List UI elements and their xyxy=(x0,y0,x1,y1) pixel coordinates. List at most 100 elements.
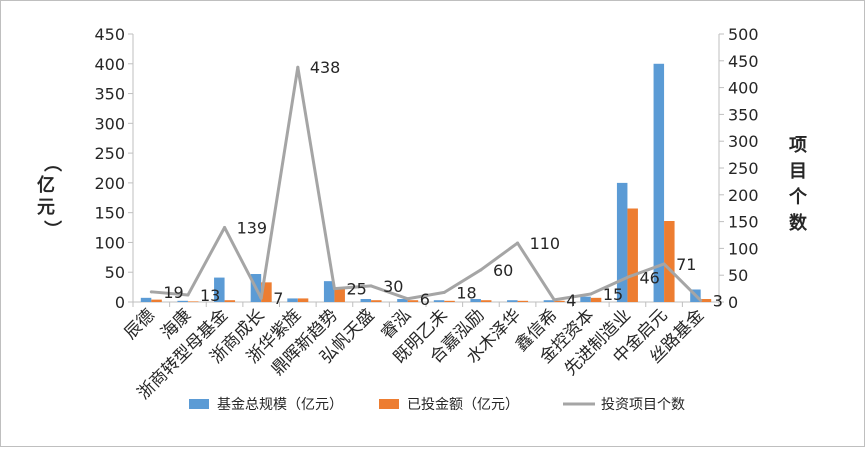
bar-invested xyxy=(554,300,565,302)
project-count-point xyxy=(589,292,593,296)
project-count-label: 7 xyxy=(273,289,283,308)
right-axis-tick-label: 350 xyxy=(728,105,759,124)
bar-invested xyxy=(297,298,309,302)
bars xyxy=(140,63,712,303)
project-count-point xyxy=(516,241,520,245)
project-count-label: 60 xyxy=(493,261,513,280)
bar-invested xyxy=(371,300,382,302)
bar-fund-size xyxy=(616,182,628,302)
bar-fund-size xyxy=(177,300,188,302)
left-axis-tick-label: 0 xyxy=(115,293,125,312)
project-count-point xyxy=(369,284,373,288)
project-count-point xyxy=(552,298,556,302)
bar-fund-size xyxy=(214,277,225,302)
bar-fund-size xyxy=(287,298,298,302)
bar-invested xyxy=(627,208,638,302)
right-axis-tick-label: 450 xyxy=(728,52,759,71)
bar-fund-size xyxy=(397,299,408,302)
project-count-label: 25 xyxy=(346,280,366,299)
legend-label: 基金总规模（亿元） xyxy=(217,396,343,413)
right-axis-tick-label: 250 xyxy=(728,159,759,178)
line-series xyxy=(149,65,703,302)
legend-item: 已投金额（亿元） xyxy=(379,397,519,413)
project-count-label: 71 xyxy=(676,255,696,274)
legend-label: 已投金额（亿元） xyxy=(407,397,519,413)
project-count-point xyxy=(699,298,703,302)
category-label: 辰德 xyxy=(121,305,159,343)
bar-invested xyxy=(187,301,199,302)
project-count-label: 110 xyxy=(530,234,561,253)
legend: 基金总规模（亿元） 已投金额（亿元） 投资项目个数 xyxy=(189,396,685,413)
bar-fund-size xyxy=(433,300,445,302)
left-axis-title-char: 元 xyxy=(37,197,55,218)
left-axis-title: （ 亿元 ） xyxy=(37,154,62,238)
legend-item: 投资项目个数 xyxy=(563,397,685,413)
project-count-label: 3 xyxy=(713,291,723,310)
left-axis-tick-label: 200 xyxy=(94,174,125,193)
project-count-line xyxy=(151,65,702,302)
bar-invested xyxy=(334,287,345,302)
bar-invested xyxy=(224,300,236,302)
project-count-point xyxy=(259,296,263,300)
project-count-point xyxy=(625,275,629,279)
right-axis-tick-label: 0 xyxy=(728,293,738,312)
bar-fund-size xyxy=(507,300,518,302)
project-count-point xyxy=(332,287,336,291)
project-count-point xyxy=(662,262,666,266)
right-axis-title: 项目个数 xyxy=(788,135,808,234)
project-count-point xyxy=(406,297,410,301)
right-axis-tick-label: 300 xyxy=(728,132,759,151)
right-axis-tick-label: 400 xyxy=(728,79,759,98)
legend-label: 投资项目个数 xyxy=(601,397,685,413)
bar-invested xyxy=(700,299,712,302)
project-count-label: 13 xyxy=(200,286,220,305)
axes: 0501001502002503003504004500501001502002… xyxy=(37,25,808,312)
project-count-label: 18 xyxy=(456,283,476,302)
bar-fund-size xyxy=(360,299,372,302)
left-axis-tick-label: 450 xyxy=(94,25,125,44)
left-axis-tick-label: 50 xyxy=(105,263,125,282)
data-labels: 19 13 139 7 438 25 30 6 18 60 110 4 15 46 71 3 xyxy=(163,58,723,310)
bar-fund-size xyxy=(323,281,335,302)
bar-invested xyxy=(480,300,492,302)
project-count-point xyxy=(442,290,446,294)
category-labels: 辰德海康浙商转型母基金浙商成长浙华紫旌鼎晖新趋势弘帆天盛睿泓既明乙未合嘉泓励水木… xyxy=(121,305,709,403)
bar-fund-size xyxy=(580,296,591,302)
project-count-label: 438 xyxy=(310,58,341,77)
bar-invested xyxy=(664,221,675,302)
legend-swatch xyxy=(189,399,209,409)
project-count-label: 19 xyxy=(163,283,183,302)
bar-fund-size xyxy=(140,297,152,302)
project-count-label: 6 xyxy=(420,290,430,309)
project-count-point xyxy=(186,293,190,297)
left-axis-tick-label: 400 xyxy=(94,55,125,74)
left-axis-tick-label: 350 xyxy=(94,85,125,104)
project-count-label: 15 xyxy=(603,285,623,304)
left-axis-title-char: （ xyxy=(41,154,62,172)
project-count-label: 46 xyxy=(639,268,659,287)
left-axis-tick-label: 300 xyxy=(94,114,125,133)
bar-invested xyxy=(407,300,419,302)
right-axis-title-char: 目 xyxy=(789,161,807,182)
project-count-label: 4 xyxy=(566,291,576,310)
left-axis-tick-label: 150 xyxy=(94,204,125,223)
right-axis-tick-label: 150 xyxy=(728,213,759,232)
legend-item: 基金总规模（亿元） xyxy=(189,396,343,413)
bar-invested xyxy=(151,299,162,302)
right-axis-title-char: 数 xyxy=(789,212,808,234)
bar-invested xyxy=(444,300,455,302)
project-count-point xyxy=(296,65,300,69)
bar-invested xyxy=(517,300,529,302)
left-axis-tick-label: 100 xyxy=(94,233,125,252)
bar-fund-size xyxy=(470,299,481,302)
bar-invested xyxy=(261,282,272,302)
bar-fund-size xyxy=(543,300,555,302)
bar-invested xyxy=(590,297,602,302)
left-axis-title-char: ） xyxy=(41,220,62,238)
right-axis-tick-label: 200 xyxy=(728,186,759,205)
left-axis-title-char: 亿 xyxy=(37,174,55,196)
left-axis-tick-label: 250 xyxy=(94,144,125,163)
project-count-point xyxy=(149,290,153,294)
